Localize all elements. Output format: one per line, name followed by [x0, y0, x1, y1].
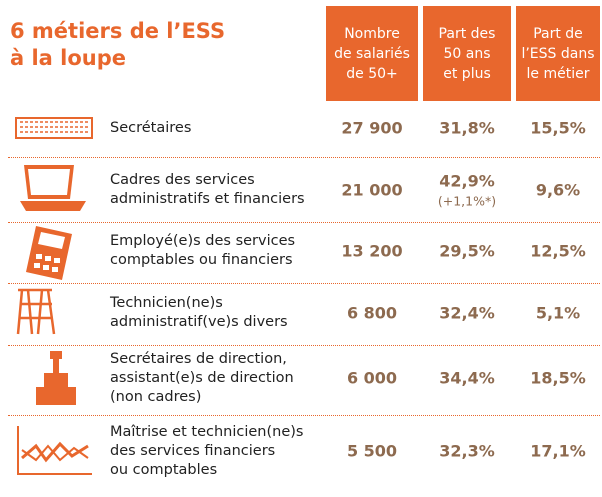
- text-line: Maîtrise et technicien(ne)s: [110, 423, 304, 440]
- cell-value: 13 200: [341, 241, 403, 261]
- text-line: des services financiers: [110, 442, 276, 459]
- cell-value: 32,4%: [439, 303, 495, 323]
- row-label: Secrétaires: [110, 119, 191, 138]
- text-line: à la loupe: [10, 46, 127, 70]
- separator: [8, 222, 600, 223]
- cell-value: 31,8%: [439, 118, 495, 138]
- cell-value: 42,9%: [439, 171, 495, 191]
- header-cell: Nombre de salariés de 50+: [326, 6, 418, 101]
- row-label: Employé(e)s des services comptables ou fi…: [110, 232, 295, 270]
- text-line: (non cadres): [110, 388, 202, 405]
- cell-value: 6 000: [346, 368, 398, 388]
- cell-value: 34,4%: [439, 368, 495, 388]
- text-line: Technicien(ne)s: [110, 295, 223, 311]
- cell-value: 29,5%: [439, 241, 495, 261]
- text-line: Secrétaires: [110, 119, 192, 136]
- row-label: Cadres des services administratifs et fin…: [110, 171, 305, 209]
- text-line: comptables ou financiers: [110, 252, 293, 268]
- text-line: assistant(e)s de direction: [110, 369, 294, 386]
- cell-value: 15,5%: [530, 118, 586, 138]
- text-line: de salariés: [334, 45, 410, 62]
- text-line: Cadres des services: [110, 172, 255, 188]
- cell-value: 5 500: [346, 441, 398, 461]
- cell-value: 12,5%: [530, 241, 586, 261]
- cell-value: 5,1%: [535, 303, 581, 323]
- icon: [16, 288, 56, 335]
- icon: [36, 351, 76, 405]
- text-line: 50 ans: [443, 45, 491, 62]
- text-line: l’ESS dans: [521, 45, 595, 62]
- text-line: administratifs et financiers: [110, 191, 305, 207]
- icon: [15, 117, 93, 139]
- separator: [8, 415, 600, 416]
- separator: [8, 345, 600, 346]
- text-line: Employé(e)s des services: [110, 233, 296, 249]
- text-line: administratif(ve)s divers: [110, 314, 288, 330]
- text-line: Part de: [533, 25, 583, 42]
- cell-value: 6 800: [346, 303, 398, 323]
- cell-value: 32,3%: [439, 441, 495, 461]
- cell-value: 18,5%: [530, 368, 586, 388]
- header-cell: Part des 50 ans et plus: [423, 6, 511, 101]
- row-label: Maîtrise et technicien(ne)s des services …: [110, 423, 303, 480]
- text-line: Nombre: [344, 25, 400, 42]
- text-line: de 50+: [346, 65, 398, 82]
- icon: [26, 226, 72, 280]
- row-label: Secrétaires de direction, assistant(e)s d…: [110, 350, 294, 407]
- icon: [20, 165, 86, 211]
- cell-value: 9,6%: [535, 180, 581, 200]
- cell-value: 27 900: [341, 118, 403, 138]
- row-label: Technicien(ne)s administratif(ve)s divers: [110, 294, 288, 332]
- text-line: Secrétaires de direction,: [110, 350, 287, 367]
- cell-note: (+1,1%*): [437, 193, 497, 209]
- icon: [17, 426, 92, 475]
- separator: [8, 157, 600, 158]
- text-line: 6 métiers de l’ESS: [10, 19, 226, 43]
- text-line: Part des: [438, 25, 496, 42]
- text-line: et plus: [443, 65, 491, 82]
- header-cell: Part de l’ESS dans le métier: [516, 6, 600, 101]
- separator: [8, 283, 600, 284]
- text-line: ou comptables: [110, 461, 218, 478]
- cell-value: 17,1%: [530, 441, 586, 461]
- text-line: le métier: [526, 65, 590, 82]
- cell-value: 21 000: [341, 180, 403, 200]
- title: 6 métiers de l’ESS à la loupe: [10, 18, 225, 72]
